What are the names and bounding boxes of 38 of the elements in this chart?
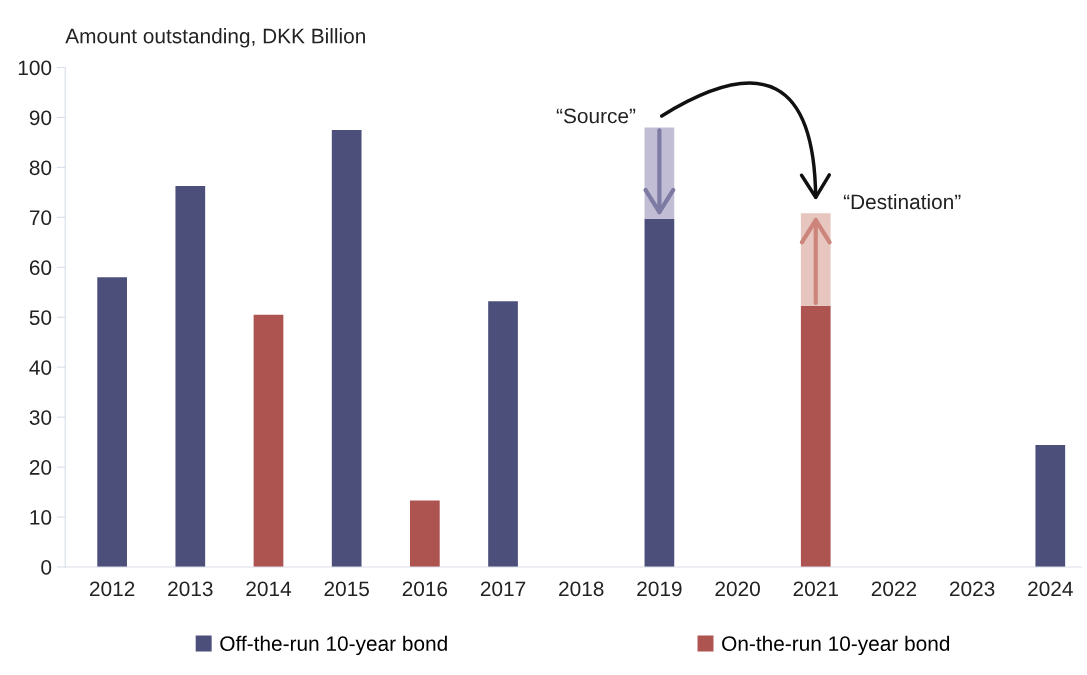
x-tick-label: 2022 — [871, 581, 917, 597]
y-tick-label: 10 — [30, 510, 52, 525]
x-tick-label: 2016 — [402, 581, 448, 597]
x-tick-label: 2013 — [168, 581, 213, 597]
legend-label: On-the-run 10-year bond — [722, 635, 950, 656]
y-tick-label: 90 — [29, 110, 52, 126]
x-tick-label: 2017 — [480, 581, 526, 597]
y-tick-label: 50 — [29, 310, 52, 325]
x-tick-label: 2023 — [949, 581, 995, 597]
annotation: “Destination” — [843, 193, 961, 210]
bar — [800, 305, 831, 567]
x-tick-label: 2012 — [90, 581, 135, 597]
bar — [410, 500, 440, 567]
y-tick-label: 20 — [29, 460, 52, 475]
x-tick-label: 2021 — [793, 581, 838, 597]
y-tick-label: 0 — [41, 560, 52, 575]
y-tick-label: 60 — [29, 260, 52, 276]
bar — [175, 185, 206, 567]
x-tick-label: 2015 — [324, 581, 369, 597]
y-axis-title: Amount outstanding, DKK Billion — [65, 28, 365, 48]
y-tick-label: 30 — [29, 410, 52, 425]
bar — [1035, 445, 1066, 567]
x-tick-label: 2014 — [246, 581, 292, 597]
x-tick-label: 2020 — [715, 581, 760, 597]
annotation: “Source” — [556, 108, 636, 124]
y-tick-label: 80 — [29, 160, 52, 176]
x-tick-label: 2024 — [1028, 581, 1073, 597]
y-tick-label: 40 — [29, 360, 52, 375]
bar — [253, 314, 284, 567]
legend-label: Off-the-run 10-year bond — [220, 635, 447, 656]
bar — [644, 218, 675, 567]
bar — [488, 301, 518, 567]
y-tick-label: 100 — [18, 60, 52, 76]
x-tick-label: 2018 — [559, 581, 604, 597]
y-tick-label: 70 — [29, 210, 52, 226]
bar — [97, 277, 127, 567]
x-tick-label: 2019 — [637, 581, 682, 597]
bar — [331, 129, 362, 567]
